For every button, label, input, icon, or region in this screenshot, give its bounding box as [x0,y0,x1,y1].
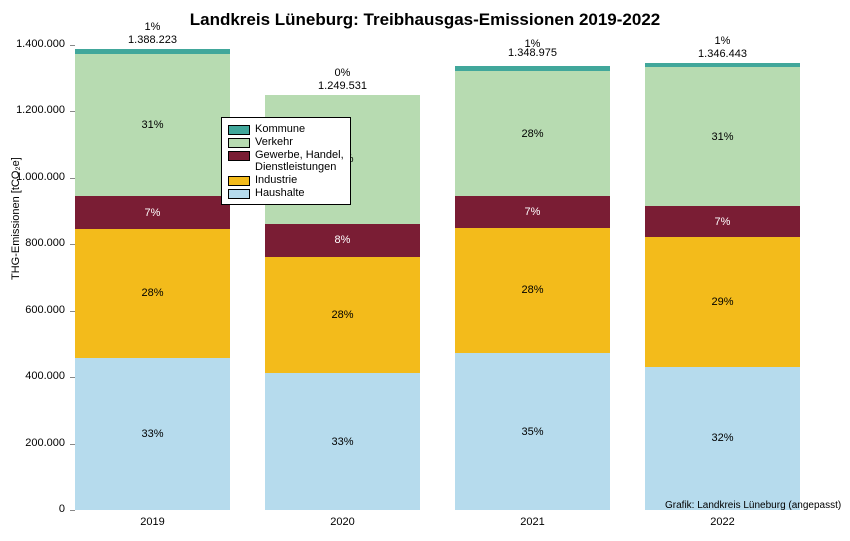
y-tick-label: 800.000 [5,237,65,249]
bar-2020: 33%28%8%31% [265,45,420,510]
legend-swatch [228,189,250,199]
legend-label: Industrie [255,174,297,186]
bar-total-label: 1.346.443 [645,48,800,60]
segment-gewerbe-handel-dienstleistungen: 7% [645,206,800,237]
segment-kommune [645,63,800,67]
segment-industrie: 29% [645,237,800,367]
segment-verkehr: 28% [455,71,610,196]
legend-label: Kommune [255,123,305,135]
x-tick-label: 2022 [645,516,800,528]
segment-industrie: 28% [455,228,610,353]
legend-swatch [228,151,250,161]
y-tick-mark [70,510,75,511]
segment-kommune [75,49,230,54]
bar-2021: 35%28%7%28% [455,45,610,510]
legend-item: Industrie [228,174,344,186]
segment-industrie: 28% [75,229,230,358]
x-tick-label: 2019 [75,516,230,528]
bar-total-label: 1.388.223 [75,34,230,46]
legend-label: Haushalte [255,187,305,199]
y-tick-label: 1.400.000 [5,38,65,50]
bar-total-label: 1.348.975 [455,47,610,59]
credit-text: Grafik: Landkreis Lüneburg (angepasst) [665,500,841,511]
legend-swatch [228,138,250,148]
bar-2019: 33%28%7%31% [75,45,230,510]
legend-item: Haushalte [228,187,344,199]
segment-gewerbe-handel-dienstleistungen: 7% [455,196,610,227]
segment-gewerbe-handel-dienstleistungen: 8% [265,224,420,257]
segment-industrie: 28% [265,257,420,373]
legend-swatch [228,176,250,186]
segment-haushalte: 33% [75,358,230,510]
legend-swatch [228,125,250,135]
y-tick-label: 400.000 [5,370,65,382]
legend-item: Verkehr [228,136,344,148]
y-tick-label: 600.000 [5,304,65,316]
segment-kommune [455,66,610,70]
bar-2022: 32%29%7%31% [645,45,800,510]
segment-gewerbe-handel-dienstleistungen: 7% [75,196,230,228]
segment-pct-label: 1% [75,21,230,33]
legend-label: Verkehr [255,136,293,148]
segment-haushalte: 33% [265,373,420,510]
segment-verkehr: 31% [645,67,800,206]
y-tick-label: 200.000 [5,437,65,449]
legend: KommuneVerkehrGewerbe, Handel, Dienstlei… [221,117,351,205]
segment-haushalte: 32% [645,367,800,510]
bar-total-label: 1.249.531 [265,80,420,92]
x-tick-label: 2020 [265,516,420,528]
y-tick-label: 1.000.000 [5,171,65,183]
y-tick-label: 1.200.000 [5,104,65,116]
x-tick-label: 2021 [455,516,610,528]
legend-item: Gewerbe, Handel, Dienstleistungen [228,149,344,173]
y-tick-label: 0 [5,503,65,515]
legend-label: Gewerbe, Handel, Dienstleistungen [255,149,344,173]
segment-haushalte: 35% [455,353,610,510]
legend-item: Kommune [228,123,344,135]
segment-verkehr: 31% [75,54,230,197]
